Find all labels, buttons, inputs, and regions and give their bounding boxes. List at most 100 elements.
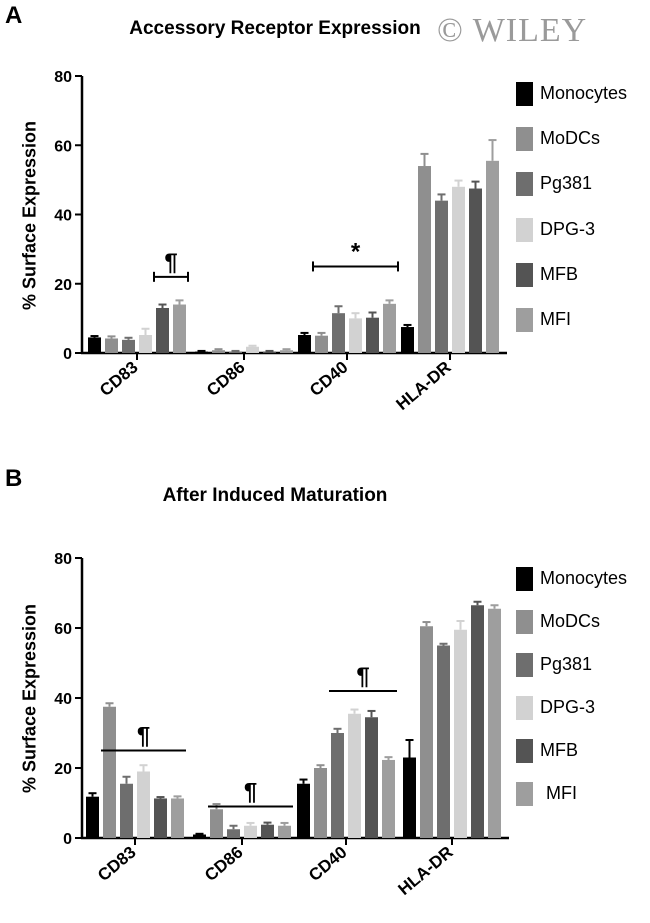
legend-swatch-mfi — [516, 782, 533, 806]
bar-mfi-cd40 — [382, 759, 395, 838]
y-tick-label: 0 — [63, 831, 72, 848]
bar-dpg-3-hla-dr — [452, 186, 465, 353]
bar-modcs-cd40 — [314, 768, 327, 838]
legend-swatch-mfb — [516, 739, 533, 763]
bar-pg381-hla-dr — [437, 645, 450, 838]
bar-mfb-hla-dr — [469, 188, 482, 353]
bar-pg381-cd40 — [331, 733, 344, 838]
bar-monocytes-cd83 — [88, 337, 101, 353]
significance-symbol: ¶ — [164, 249, 177, 276]
legend-label-pg381: Pg381 — [540, 654, 593, 674]
significance-symbol: ¶ — [244, 779, 257, 806]
legend-item-pg381: Pg381 — [516, 172, 650, 200]
legend-swatch-monocytes — [516, 82, 533, 106]
legend-label-modcs: MoDCs — [540, 611, 601, 631]
legend-label-mfi: MFI — [546, 783, 577, 803]
y-tick-label: 0 — [63, 346, 72, 363]
bar-mfb-cd83 — [154, 798, 167, 838]
significance-symbol: ¶ — [137, 723, 150, 750]
bar-modcs-cd83 — [103, 706, 116, 838]
x-tick-label-hla-dr: HLA-DR — [394, 843, 456, 899]
bar-dpg-3-cd40 — [349, 318, 362, 353]
bar-mfb-cd40 — [366, 317, 379, 353]
legend-swatch-modcs — [516, 610, 533, 634]
bar-pg381-cd86 — [229, 351, 242, 353]
bar-monocytes-hla-dr — [401, 327, 414, 353]
bar-modcs-hla-dr — [420, 626, 433, 838]
bar-mfb-cd86 — [261, 824, 274, 838]
legend-label-mfb: MFB — [540, 264, 578, 284]
bar-mfi-cd86 — [278, 825, 291, 838]
bar-mfi-cd83 — [173, 304, 186, 353]
panel-letter-b: B — [5, 465, 23, 492]
y-tick-label: 80 — [54, 551, 72, 568]
bar-pg381-hla-dr — [435, 200, 448, 353]
bar-dpg-3-cd86 — [246, 346, 259, 353]
bar-modcs-cd86 — [212, 350, 225, 353]
y-tick-label: 40 — [54, 691, 72, 708]
legend-item-mfb: MFB — [516, 263, 650, 291]
bar-modcs-cd83 — [105, 338, 118, 353]
y-tick-label: 20 — [54, 277, 72, 294]
bar-mfi-cd83 — [171, 798, 184, 838]
bar-monocytes-cd83 — [86, 796, 99, 838]
bar-mfb-hla-dr — [471, 605, 484, 838]
legend-item-dpg3: DPG-3 — [516, 218, 650, 246]
y-tick-label: 20 — [54, 761, 72, 778]
legend-label-dpg3: DPG-3 — [540, 219, 596, 239]
legend-item-monocytes: Monocytes — [516, 567, 650, 595]
bar-mfb-cd40 — [365, 717, 378, 838]
legend-swatch-pg381 — [516, 653, 533, 677]
legend-swatch-modcs — [516, 127, 533, 151]
x-tick-label-cd40: CD40 — [305, 843, 351, 885]
legend-label-mfi: MFI — [540, 309, 571, 329]
significance-symbol: ¶ — [356, 663, 369, 690]
bar-modcs-hla-dr — [418, 166, 431, 353]
y-tick-label: 40 — [54, 208, 72, 225]
bar-monocytes-cd40 — [298, 334, 311, 353]
bar-mfi-cd86 — [280, 350, 293, 353]
bar-mfi-hla-dr — [488, 608, 501, 838]
bar-dpg-3-cd83 — [139, 334, 152, 353]
y-tick-label: 60 — [54, 621, 72, 638]
bar-modcs-cd40 — [315, 335, 328, 353]
bar-pg381-cd83 — [122, 339, 135, 353]
legend-label-pg381: Pg381 — [540, 173, 593, 193]
bar-mfb-cd83 — [156, 307, 169, 353]
legend-swatch-mfi — [516, 308, 533, 332]
legend-label-modcs: MoDCs — [540, 128, 601, 148]
legend-label-dpg3: DPG-3 — [540, 697, 596, 717]
bar-pg381-cd83 — [120, 783, 133, 838]
legend-item-modcs: MoDCs — [516, 610, 650, 638]
bar-dpg-3-cd83 — [137, 771, 150, 838]
legend-item-modcs: MoDCs — [516, 127, 650, 155]
bar-pg381-cd86 — [227, 829, 240, 838]
legend-swatch-dpg3 — [516, 218, 533, 242]
bar-mfi-cd40 — [383, 303, 396, 353]
panel-letter-a: A — [5, 2, 23, 29]
legend-label-monocytes: Monocytes — [540, 568, 628, 588]
bar-monocytes-cd40 — [297, 783, 310, 838]
legend-swatch-monocytes — [516, 567, 533, 591]
x-tick-label-cd86: CD86 — [201, 843, 247, 885]
wiley-watermark: © WILEY — [437, 12, 588, 49]
bar-dpg-3-hla-dr — [454, 629, 467, 838]
bar-modcs-cd86 — [210, 809, 223, 838]
legend-item-mfi: MFI — [516, 782, 650, 810]
legend-item-pg381: Pg381 — [516, 653, 650, 681]
legend-item-monocytes: Monocytes — [516, 82, 650, 110]
bar-dpg-3-cd86 — [244, 825, 257, 838]
legend-swatch-mfb — [516, 263, 533, 287]
bar-monocytes-hla-dr — [403, 757, 416, 838]
legend-item-mfb: MFB — [516, 739, 650, 767]
bar-mfi-hla-dr — [486, 160, 499, 353]
legend-swatch-dpg3 — [516, 696, 533, 720]
legend-item-dpg3: DPG-3 — [516, 696, 650, 724]
x-tick-label-cd83: CD83 — [94, 843, 140, 885]
legend-label-mfb: MFB — [540, 740, 578, 760]
bar-pg381-cd40 — [332, 313, 345, 353]
y-tick-label: 60 — [54, 138, 72, 155]
chart-title-b: After Induced Maturation — [162, 485, 388, 506]
